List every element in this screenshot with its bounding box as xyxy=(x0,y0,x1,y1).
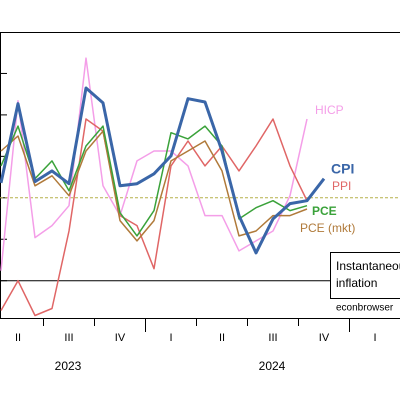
x-tick-label: II xyxy=(219,332,225,344)
series-label: PCE xyxy=(312,204,337,218)
year-label: 2024 xyxy=(259,359,286,373)
series-line xyxy=(0,57,308,271)
source: econbrowser xyxy=(336,303,394,314)
legend-title: Instantaneous xyxy=(336,259,400,273)
series-line xyxy=(0,118,308,317)
legend-title: inflation xyxy=(336,276,377,290)
series-label: PPI xyxy=(332,179,351,193)
x-tick-label: IV xyxy=(115,332,126,344)
year-label: 2023 xyxy=(55,359,82,373)
x-tick-label: III xyxy=(268,332,277,344)
series-line xyxy=(0,86,326,255)
series-label: PCE (mkt) xyxy=(300,221,355,235)
plot-frame xyxy=(0,32,400,319)
series-line xyxy=(0,125,308,237)
x-tick-label: I xyxy=(373,332,376,344)
x-tick-label: I xyxy=(169,332,172,344)
x-tick-label: IV xyxy=(319,332,330,344)
x-tick-label: II xyxy=(15,332,21,344)
series-label: HICP xyxy=(315,103,344,117)
legend-box xyxy=(330,252,400,299)
series-label: CPI xyxy=(331,161,354,177)
x-tick-label: III xyxy=(64,332,73,344)
series-line xyxy=(0,130,308,242)
